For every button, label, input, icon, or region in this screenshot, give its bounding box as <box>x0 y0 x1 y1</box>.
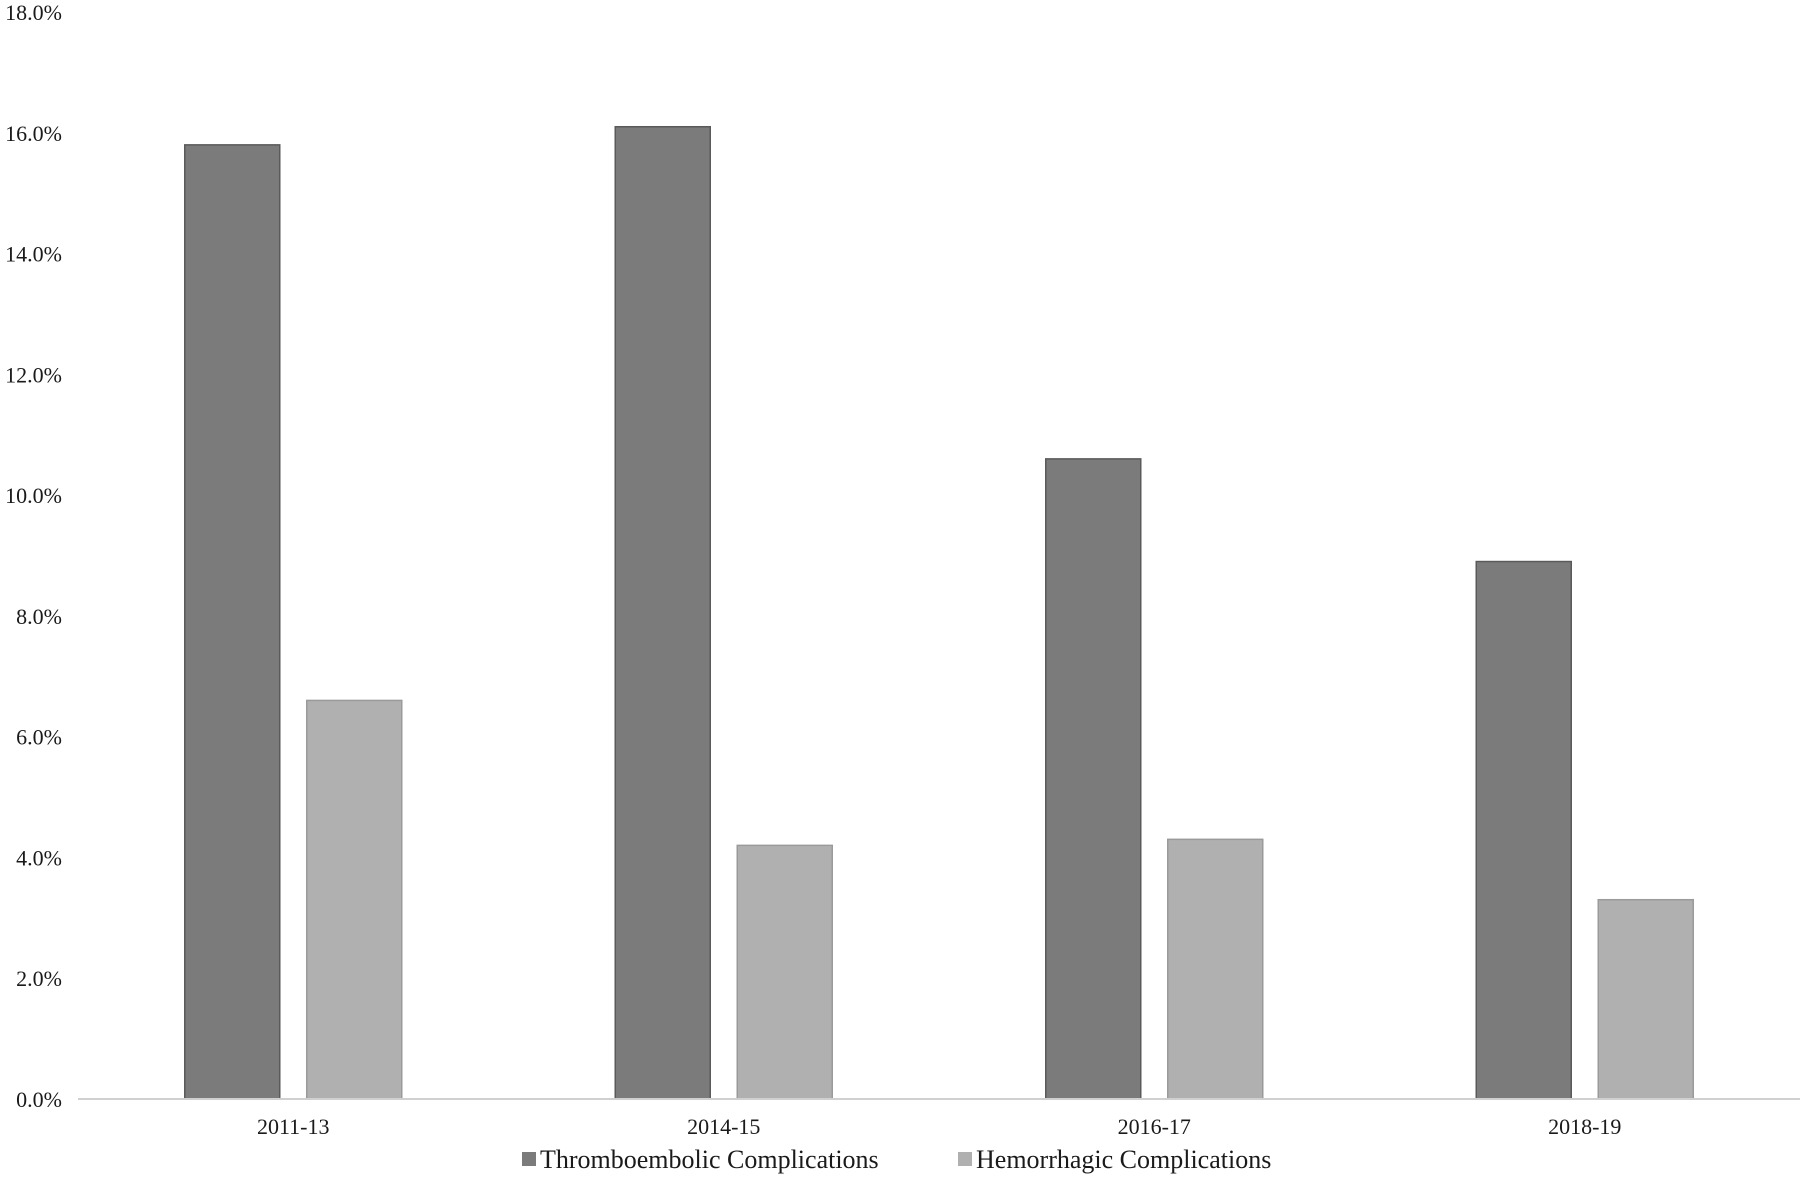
x-tick-label: 2016-17 <box>1118 1114 1191 1139</box>
y-tick-label: 2.0% <box>16 966 62 991</box>
bar-hemorrhagic-2016-17 <box>1167 838 1264 1100</box>
legend-swatch-thromboembolic <box>522 1152 536 1166</box>
y-tick-label: 6.0% <box>16 725 62 750</box>
x-tick-label: 2011-13 <box>257 1114 330 1139</box>
bar-thromboembolic-2014-15 <box>614 125 711 1100</box>
bar-hemorrhagic-2018-19 <box>1597 898 1694 1100</box>
bars <box>184 125 1694 1100</box>
y-tick-label: 8.0% <box>16 604 62 629</box>
y-tick-label: 12.0% <box>5 362 62 387</box>
x-tick-label: 2014-15 <box>687 1114 760 1139</box>
y-tick-label: 10.0% <box>5 483 62 508</box>
y-tick-label: 18.0% <box>5 0 62 25</box>
legend: Thromboembolic Complications Hemorrhagic … <box>522 1145 1271 1174</box>
y-tick-label: 16.0% <box>5 121 62 146</box>
legend-swatch-hemorrhagic <box>958 1152 972 1166</box>
y-tick-label: 4.0% <box>16 845 62 870</box>
bar-hemorrhagic-2011-13 <box>306 699 403 1100</box>
bar-thromboembolic-2011-13 <box>184 144 281 1100</box>
legend-label-hemorrhagic: Hemorrhagic Complications <box>976 1145 1271 1174</box>
legend-label-thromboembolic: Thromboembolic Complications <box>540 1145 879 1174</box>
bar-hemorrhagic-2014-15 <box>736 844 833 1100</box>
bar-thromboembolic-2016-17 <box>1045 458 1142 1100</box>
y-axis-ticks: 0.0% 2.0% 4.0% 6.0% 8.0% 10.0% 12.0% 14.0% 16.0%… <box>5 0 62 1112</box>
bar-thromboembolic-2018-19 <box>1475 560 1572 1100</box>
y-tick-label: 0.0% <box>16 1087 62 1112</box>
x-axis-ticks: 2011-13 2014-15 2016-17 2018-19 <box>257 1114 1621 1139</box>
x-tick-label: 2018-19 <box>1548 1114 1621 1139</box>
y-tick-label: 14.0% <box>5 242 62 267</box>
